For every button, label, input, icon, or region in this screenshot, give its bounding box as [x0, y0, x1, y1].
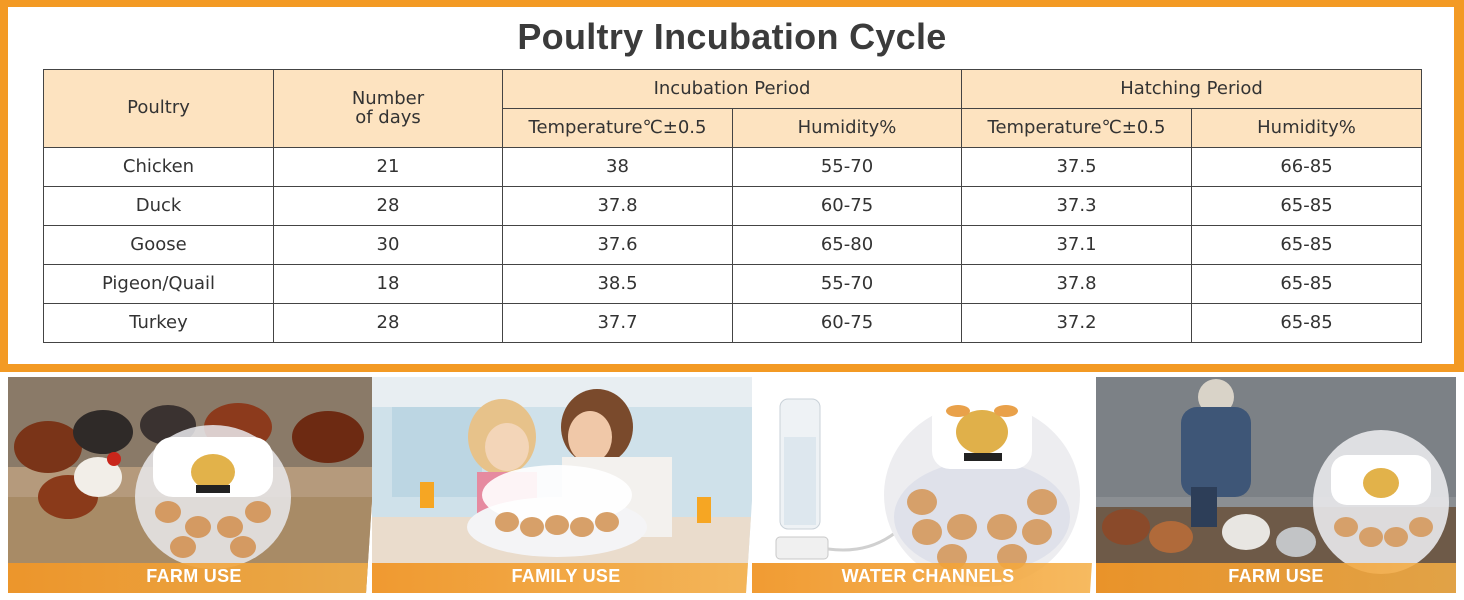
header-incubation-period: Incubation Period	[502, 69, 962, 109]
photo-caption: WATER CHANNELS	[841, 566, 1015, 586]
cell-hatching-temperature: 37.3	[961, 186, 1192, 226]
usage-photo-strip: FARM USE FAMILY USE	[0, 377, 1464, 600]
cell-incubation-humidity: 60-75	[732, 186, 962, 226]
photo-farm-use-2: FARM USE	[1096, 377, 1456, 593]
cell-hatching-humidity: 65-85	[1191, 225, 1422, 265]
incubator-product-illustration	[752, 377, 1104, 593]
cell-hatching-temperature: 37.1	[961, 225, 1192, 265]
table-row: Goose 30 37.6 65-80 37.1 65-85	[43, 225, 1422, 265]
photo-caption: FAMILY USE	[511, 566, 621, 586]
table-row: Pigeon/Quail 18 38.5 55-70 37.8 65-85	[43, 264, 1422, 304]
photo-caption: FARM USE	[1228, 566, 1324, 586]
cell-hatching-temperature: 37.2	[961, 303, 1192, 343]
farm-scene-illustration	[1096, 377, 1456, 593]
photo-family-use: FAMILY USE	[372, 377, 760, 593]
header-hatching-humidity: Humidity%	[1191, 108, 1422, 148]
cell-days: 21	[273, 147, 503, 187]
cell-hatching-humidity: 65-85	[1191, 303, 1422, 343]
cell-incubation-humidity: 55-70	[732, 147, 962, 187]
cell-hatching-temperature: 37.5	[961, 147, 1192, 187]
cell-hatching-humidity: 66-85	[1191, 147, 1422, 187]
cell-incubation-humidity: 65-80	[732, 225, 962, 265]
table-header-row-2: Temperature℃±0.5 Humidity% Temperature℃±…	[44, 108, 1422, 148]
table-row: Turkey 28 37.7 60-75 37.2 65-85	[43, 303, 1422, 343]
header-hatching-period: Hatching Period	[961, 69, 1422, 109]
header-incubation-temperature: Temperature℃±0.5	[502, 108, 733, 148]
cell-days: 28	[273, 186, 503, 226]
cell-poultry: Goose	[43, 225, 274, 265]
header-incubation-humidity: Humidity%	[732, 108, 962, 148]
photo-caption: FARM USE	[146, 566, 242, 586]
header-days-label: Number of days	[351, 87, 425, 128]
cell-hatching-humidity: 65-85	[1191, 186, 1422, 226]
cell-days: 28	[273, 303, 503, 343]
cell-days: 30	[273, 225, 503, 265]
cell-hatching-humidity: 65-85	[1191, 264, 1422, 304]
cell-hatching-temperature: 37.8	[961, 264, 1192, 304]
header-hatching-temperature: Temperature℃±0.5	[961, 108, 1192, 148]
caption-band	[1096, 563, 1456, 593]
cell-incubation-temperature: 37.6	[502, 225, 733, 265]
photo-farm-use: FARM USE	[8, 377, 380, 593]
header-poultry: Poultry	[43, 69, 274, 148]
page-title: Poultry Incubation Cycle	[517, 16, 947, 57]
cell-incubation-temperature: 38	[502, 147, 733, 187]
cell-incubation-temperature: 37.7	[502, 303, 733, 343]
table-row: Duck 28 37.8 60-75 37.3 65-85	[43, 186, 1422, 226]
cell-poultry: Duck	[43, 186, 274, 226]
cell-incubation-temperature: 38.5	[502, 264, 733, 304]
cell-incubation-temperature: 37.8	[502, 186, 733, 226]
table-row: Chicken 21 38 55-70 37.5 66-85	[43, 147, 1422, 187]
cell-poultry: Pigeon/Quail	[43, 264, 274, 304]
incubation-table: Poultry Number of days Incubation Period…	[43, 69, 1422, 343]
farm-scene-illustration	[8, 377, 380, 593]
cell-days: 18	[273, 264, 503, 304]
photo-water-channels: WATER CHANNELS	[752, 377, 1104, 593]
cell-poultry: Turkey	[43, 303, 274, 343]
caption-band	[752, 563, 1104, 593]
cell-incubation-humidity: 55-70	[732, 264, 962, 304]
header-days: Number of days	[273, 69, 503, 148]
table-header-row-1: Poultry Number of days Incubation Period…	[43, 69, 1422, 148]
caption-band	[372, 563, 760, 593]
caption-band	[8, 563, 380, 593]
family-scene-illustration	[372, 377, 760, 593]
cell-incubation-humidity: 60-75	[732, 303, 962, 343]
cell-poultry: Chicken	[43, 147, 274, 187]
